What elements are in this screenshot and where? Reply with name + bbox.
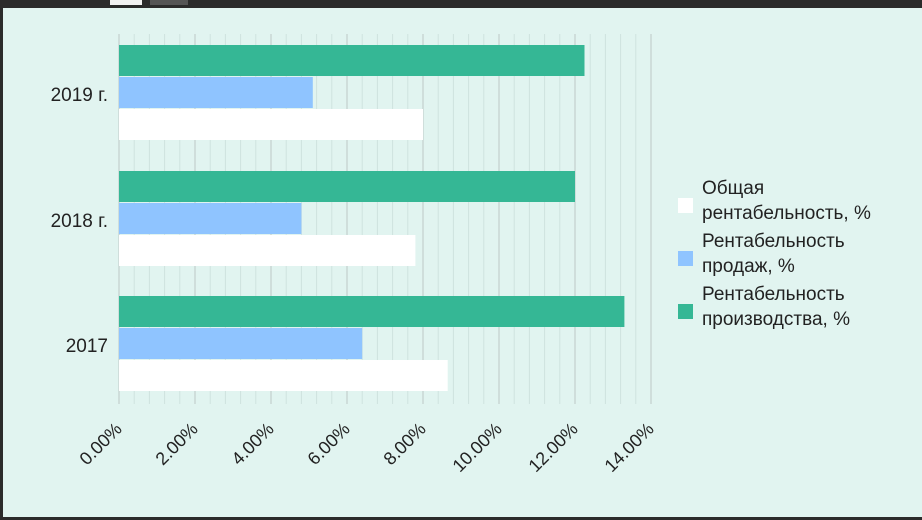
x-tick: 0.00% xyxy=(76,419,126,469)
x-tick: 6.00% xyxy=(304,419,354,469)
x-tick-label: 10.00% xyxy=(449,419,506,476)
x-tick-label: 6.00% xyxy=(304,419,354,469)
x-tick-label: 12.00% xyxy=(525,419,582,476)
category-label: 2017 xyxy=(66,336,108,357)
x-tick: 12.00% xyxy=(525,419,582,476)
bar xyxy=(119,296,625,327)
x-tick: 14.00% xyxy=(601,419,658,476)
bar xyxy=(119,45,585,76)
legend-label: производства, % xyxy=(702,309,850,330)
bar xyxy=(119,171,575,202)
bar xyxy=(119,77,313,108)
bars xyxy=(119,45,625,391)
category-label: 2019 г. xyxy=(51,85,108,106)
legend-label: продаж, % xyxy=(702,256,795,277)
x-tick-label: 2.00% xyxy=(152,419,202,469)
legend-swatch xyxy=(678,198,693,213)
x-tick: 8.00% xyxy=(380,419,430,469)
legend: Общая рентабельность, % Рентабельность прод… xyxy=(678,178,871,330)
x-axis-ticks: 0.00% 2.00% 4.00% 6.00% 8.00% 10.00% 12.00% 14.… xyxy=(76,419,658,476)
x-tick-label: 14.00% xyxy=(601,419,658,476)
category-labels: 2019 г. 2018 г. 2017 xyxy=(51,85,108,357)
x-tick-label: 8.00% xyxy=(380,419,430,469)
bar xyxy=(119,203,302,234)
legend-label: Рентабельность xyxy=(702,284,845,305)
x-tick-label: 4.00% xyxy=(228,419,278,469)
category-label: 2018 г. xyxy=(51,211,108,232)
legend-label: Общая xyxy=(702,178,764,199)
x-tick: 4.00% xyxy=(228,419,278,469)
window-top-strip xyxy=(0,0,922,8)
legend-swatch xyxy=(678,304,693,319)
bar xyxy=(119,235,416,266)
bar xyxy=(119,109,423,140)
legend-swatch xyxy=(678,251,693,266)
x-tick: 2.00% xyxy=(152,419,202,469)
x-tick-label: 0.00% xyxy=(76,419,126,469)
legend-label: рентабельность, % xyxy=(702,203,871,224)
x-tick: 10.00% xyxy=(449,419,506,476)
bar xyxy=(119,360,448,391)
top-tab xyxy=(110,0,142,5)
legend-label: Рентабельность xyxy=(702,231,845,252)
bar xyxy=(119,328,363,359)
top-tab xyxy=(150,0,188,5)
